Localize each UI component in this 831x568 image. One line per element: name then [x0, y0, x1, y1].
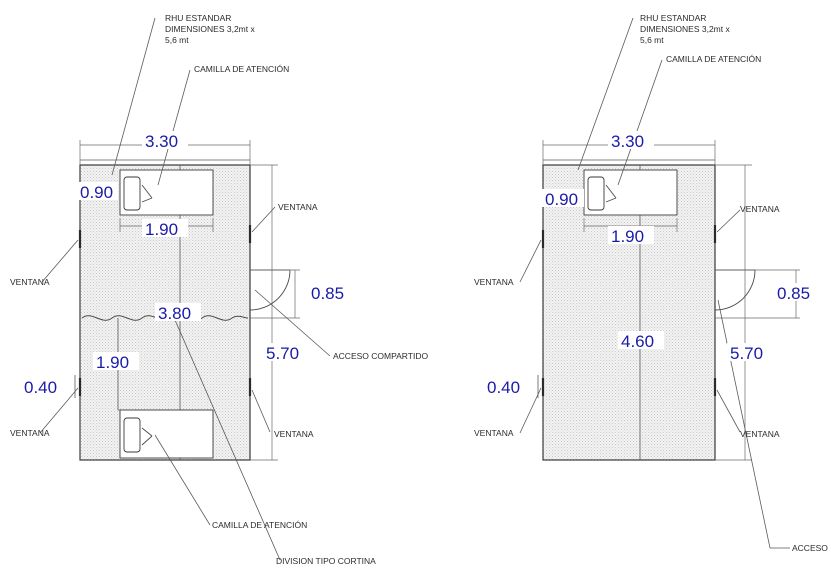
left-window-offset-label: 0.40: [24, 378, 57, 397]
left-camilla-top-label: CAMILLA DE ATENCIÓN: [194, 64, 289, 74]
right-width-label: 3.30: [611, 132, 644, 151]
left-ventana-right-label: VENTANA: [278, 202, 318, 212]
right-plan: 3.30 0.90 1.90 0.85 4.60 5.70 0.40 RHU E…: [474, 13, 828, 553]
left-bottom-bed-pillow: [123, 417, 141, 453]
left-curtain-span-label: 3.80: [158, 304, 191, 323]
left-rhu-label-line3: 5,6 mt: [165, 35, 189, 45]
left-plan: 3.30 0.90 1.90 0.85 3.80 1.90 5.70 0.40 …: [10, 13, 428, 566]
left-rhu-label-line2: DIMENSIONES 3,2mt x: [165, 24, 255, 34]
right-bed-width-label: 0.90: [545, 190, 578, 209]
left-ventana-bottom-right-label: VENTANA: [274, 429, 314, 439]
left-width-label: 3.30: [145, 132, 178, 151]
left-door-width-label: 0.85: [311, 284, 344, 303]
left-ventana-bottom-left-label: VENTANA: [10, 428, 50, 438]
right-ventana-bottom-left-label: VENTANA: [474, 428, 514, 438]
right-ventana-bottom-right-label: VENTANA: [740, 429, 780, 439]
left-division-label: DIVISION TIPO CORTINA: [276, 556, 376, 566]
right-acceso-label: ACCESO: [792, 543, 828, 553]
right-bed-length-label: 1.90: [611, 227, 644, 246]
right-ventana-left-label: VENTANA: [474, 277, 514, 287]
right-inner-length-label: 4.60: [621, 332, 654, 351]
right-rhu-label-line1: RHU ESTANDAR: [640, 13, 706, 23]
right-camilla-top-label: CAMILLA DE ATENCIÓN: [666, 54, 761, 64]
right-door: [714, 269, 756, 311]
right-ventana-right-label: VENTANA: [740, 204, 780, 214]
right-rhu-label-line2: DIMENSIONES 3,2mt x: [640, 24, 730, 34]
right-window-offset-label: 0.40: [487, 378, 520, 397]
left-acceso-label: ACCESO COMPARTIDO: [333, 351, 428, 361]
right-door-width-label: 0.85: [777, 284, 810, 303]
left-rhu-label-line1: RHU ESTANDAR: [165, 13, 231, 23]
right-rhu-label-line3: 5,6 mt: [640, 35, 664, 45]
left-bed-length-2-label: 1.90: [96, 353, 129, 372]
left-height-label: 5.70: [266, 344, 299, 363]
left-top-bed-pillow: [123, 176, 141, 211]
left-camilla-bottom-label: CAMILLA DE ATENCIÓN: [212, 520, 307, 530]
left-bed-width-label: 0.90: [80, 183, 113, 202]
left-ventana-left-label: VENTANA: [10, 277, 50, 287]
left-door: [249, 269, 291, 311]
left-bed-length-label: 1.90: [145, 220, 178, 239]
right-top-bed-pillow: [587, 176, 605, 211]
right-height-label: 5.70: [730, 344, 763, 363]
